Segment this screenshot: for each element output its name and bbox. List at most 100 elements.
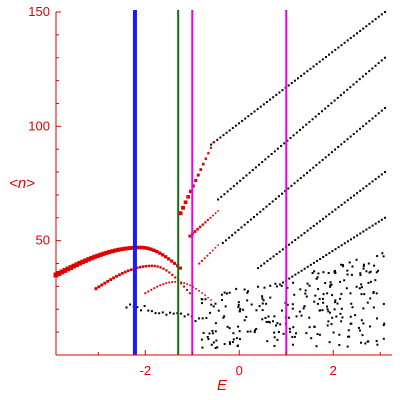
data-point [329, 285, 332, 288]
data-point [316, 276, 319, 279]
data-point [250, 112, 253, 115]
highlight-point [209, 216, 212, 219]
highlight-point [201, 292, 203, 294]
data-point [220, 195, 223, 198]
data-point [265, 302, 268, 305]
data-point [247, 115, 250, 118]
data-point [334, 299, 337, 302]
data-point [217, 309, 220, 312]
data-point [356, 192, 359, 195]
data-point [255, 327, 258, 330]
data-point [333, 308, 336, 311]
data-point [224, 305, 227, 308]
data-point [366, 340, 369, 343]
data-point [359, 272, 362, 275]
data-point [265, 205, 268, 208]
data-point [360, 319, 363, 322]
data-point [359, 274, 362, 277]
data-point [291, 303, 294, 306]
highlight-point [116, 247, 121, 252]
data-point [350, 302, 353, 305]
data-point [276, 322, 279, 325]
data-point [342, 265, 345, 268]
highlight-point [98, 252, 103, 257]
data-point [311, 272, 314, 275]
data-point [331, 210, 334, 213]
data-point [292, 326, 295, 329]
data-point [303, 231, 306, 234]
data-point [231, 341, 234, 344]
highlight-point [104, 250, 109, 255]
data-point [273, 344, 276, 347]
data-point [374, 279, 377, 282]
data-point [296, 179, 299, 182]
highlight-point [83, 258, 88, 263]
data-point [305, 332, 308, 335]
data-point [321, 58, 324, 61]
data-point [235, 337, 238, 340]
data-point [340, 263, 343, 266]
data-point [314, 115, 317, 118]
data-point [273, 331, 276, 334]
x-tick-label: 0 [236, 363, 243, 378]
highlight-point [138, 265, 142, 269]
data-point [216, 346, 219, 349]
data-point [161, 311, 164, 314]
data-point [374, 18, 377, 21]
data-point [269, 296, 272, 299]
data-point [365, 72, 368, 75]
highlight-point [179, 266, 183, 270]
data-point [236, 182, 239, 185]
highlight-point [143, 246, 147, 250]
data-point [303, 72, 306, 75]
data-point [356, 234, 359, 237]
data-point [140, 309, 143, 312]
data-point [329, 281, 332, 284]
data-point [228, 129, 231, 132]
highlight-point [150, 264, 153, 268]
highlight-point [107, 249, 112, 255]
data-point [289, 136, 292, 139]
highlight-point [210, 299, 212, 301]
data-point [212, 305, 215, 308]
data-point [360, 341, 363, 344]
data-point [305, 295, 308, 298]
data-point [383, 56, 386, 59]
highlight-point [164, 255, 168, 259]
highlight-point [207, 152, 210, 155]
data-point [312, 224, 315, 227]
highlight-point [153, 287, 156, 290]
data-point [352, 83, 355, 86]
data-point [362, 125, 365, 128]
highlight-point [112, 276, 115, 280]
data-point [268, 203, 271, 206]
data-point [324, 282, 327, 285]
data-point [286, 139, 289, 142]
data-point [371, 180, 374, 183]
data-point [325, 254, 328, 257]
data-point [258, 305, 261, 308]
data-point [136, 306, 139, 309]
data-point [241, 119, 244, 122]
data-point [306, 70, 309, 73]
data-point [362, 27, 365, 30]
data-point [214, 302, 217, 305]
highlight-point [207, 296, 209, 299]
data-point [256, 213, 259, 216]
data-point [281, 192, 284, 195]
data-point [302, 307, 305, 310]
data-point [353, 236, 356, 239]
highlight-point [68, 265, 74, 270]
data-point [261, 161, 264, 164]
data-point [278, 250, 281, 253]
data-point [368, 325, 371, 328]
highlight-point [165, 282, 168, 285]
data-point [313, 325, 316, 328]
data-point [369, 270, 372, 273]
data-point [261, 297, 264, 300]
data-point [129, 303, 132, 306]
x-ticks: -2 0 2 [97, 350, 381, 378]
data-point [261, 302, 264, 305]
highlight-point [59, 269, 65, 275]
data-point [276, 147, 279, 150]
